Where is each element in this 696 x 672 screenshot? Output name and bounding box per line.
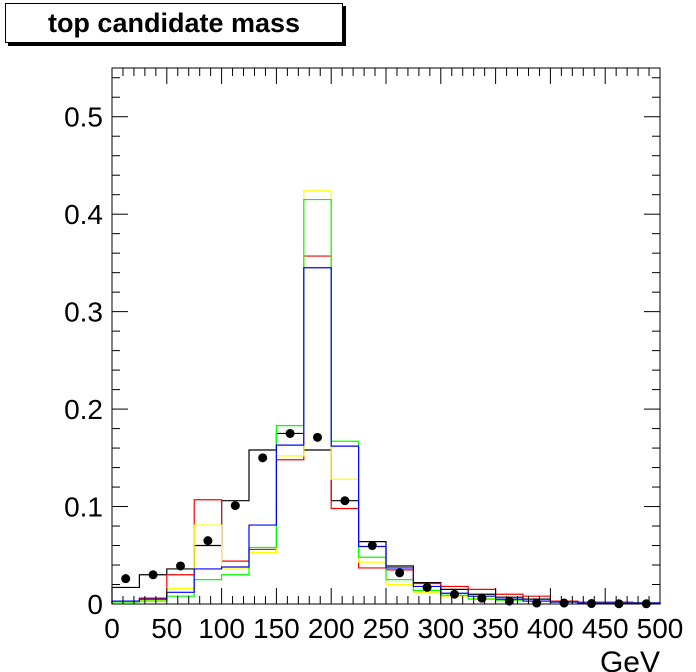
data-point xyxy=(422,582,432,592)
y-tick-label: 0.1 xyxy=(64,492,103,523)
x-tick-label: 400 xyxy=(527,613,574,644)
data-point xyxy=(367,541,377,551)
data-point xyxy=(285,428,295,438)
data-point xyxy=(176,561,185,571)
y-tick-label: 0.2 xyxy=(64,394,103,425)
x-tick-label: 200 xyxy=(308,613,355,644)
data-point xyxy=(395,568,405,578)
x-tick-label: 300 xyxy=(417,613,464,644)
chart-title: top candidate mass xyxy=(5,3,343,43)
data-point xyxy=(340,496,350,506)
y-tick-label: 0.4 xyxy=(64,199,103,230)
x-tick-label: 250 xyxy=(363,613,410,644)
x-tick-label: 350 xyxy=(472,613,519,644)
tick-labels: 0 50 100 150 200 250 300 350 400 450 500 0 0.1 0.2 0.3… xyxy=(64,102,683,644)
data-point xyxy=(203,536,213,546)
tick-marks xyxy=(111,68,661,605)
series-layer xyxy=(111,190,661,609)
x-tick-label: 450 xyxy=(582,613,629,644)
y-tick-label: 0.3 xyxy=(64,297,103,328)
data-point xyxy=(148,570,158,580)
x-tick-label: 50 xyxy=(151,613,182,644)
x-tick-label: 100 xyxy=(198,613,245,644)
data-point xyxy=(313,432,322,442)
x-tick-label: 500 xyxy=(637,613,684,644)
y-tick-label: 0 xyxy=(87,589,103,620)
data-point xyxy=(258,453,268,463)
x-tick-label: 150 xyxy=(253,613,300,644)
data-point xyxy=(230,501,240,511)
x-tick-label: 0 xyxy=(104,613,120,644)
y-tick-label: 0.5 xyxy=(64,102,103,133)
x-axis-label: GeV xyxy=(600,646,660,672)
data-point xyxy=(121,574,131,584)
